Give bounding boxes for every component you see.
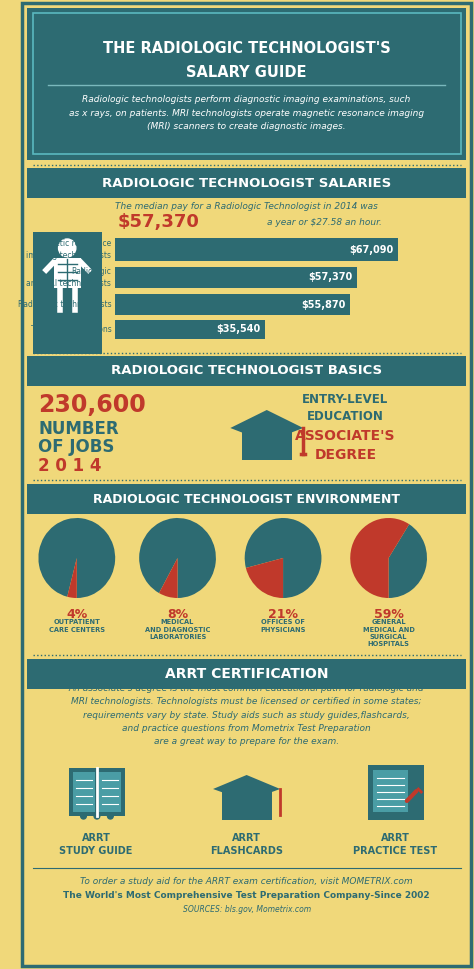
Wedge shape xyxy=(67,558,77,598)
FancyBboxPatch shape xyxy=(69,768,125,816)
FancyBboxPatch shape xyxy=(27,168,466,198)
FancyBboxPatch shape xyxy=(27,8,466,160)
Text: SALARY GUIDE: SALARY GUIDE xyxy=(186,65,307,79)
Circle shape xyxy=(81,813,86,819)
Text: 2 0 1 4: 2 0 1 4 xyxy=(38,457,102,475)
Text: RADIOLOGIC TECHNOLOGIST ENVIRONMENT: RADIOLOGIC TECHNOLOGIST ENVIRONMENT xyxy=(93,492,400,506)
Polygon shape xyxy=(213,775,280,801)
Wedge shape xyxy=(246,558,283,598)
Text: 4%: 4% xyxy=(66,608,87,621)
Text: MEDICAL
AND DIAGNOSTIC
LABORATORIES: MEDICAL AND DIAGNOSTIC LABORATORIES xyxy=(145,619,210,640)
Text: ARRT CERTIFICATION: ARRT CERTIFICATION xyxy=(165,667,328,681)
Text: ARRT
FLASHCARDS: ARRT FLASHCARDS xyxy=(210,833,283,857)
Circle shape xyxy=(59,239,76,257)
Text: NUMBER: NUMBER xyxy=(38,420,119,438)
Text: DEGREE: DEGREE xyxy=(314,448,376,462)
Text: $55,870: $55,870 xyxy=(301,299,346,309)
Text: OFFICES OF
PHYSICIANS: OFFICES OF PHYSICIANS xyxy=(260,619,306,633)
Wedge shape xyxy=(38,518,115,598)
Text: 21%: 21% xyxy=(268,608,298,621)
FancyBboxPatch shape xyxy=(27,484,466,514)
Text: An associate's degree is the most common educational path for radiologic and
MRI: An associate's degree is the most common… xyxy=(69,684,424,746)
Text: 230,600: 230,600 xyxy=(38,393,146,417)
Circle shape xyxy=(108,813,113,819)
Text: The median pay for a Radiologic Technologist in 2014 was: The median pay for a Radiologic Technolo… xyxy=(115,202,378,210)
FancyBboxPatch shape xyxy=(115,294,350,315)
Text: ASSOCIATE'S: ASSOCIATE'S xyxy=(295,429,396,443)
Text: RADIOLOGIC TECHNOLOGIST BASICS: RADIOLOGIC TECHNOLOGIST BASICS xyxy=(111,364,382,378)
Text: OUTPATIENT
CARE CENTERS: OUTPATIENT CARE CENTERS xyxy=(49,619,105,633)
Circle shape xyxy=(94,813,100,819)
FancyBboxPatch shape xyxy=(242,430,292,460)
Text: SOURCES: bls.gov, Mometrix.com: SOURCES: bls.gov, Mometrix.com xyxy=(182,905,310,915)
FancyBboxPatch shape xyxy=(99,772,121,812)
Text: GENERAL
MEDICAL AND
SURGICAL
HOSPITALS: GENERAL MEDICAL AND SURGICAL HOSPITALS xyxy=(363,619,415,647)
Text: To order a study aid for the ARRT exam certification, visit MOMETRIX.com: To order a study aid for the ARRT exam c… xyxy=(80,878,413,887)
FancyBboxPatch shape xyxy=(27,356,466,386)
Text: RADIOLOGIC TECHNOLOGIST SALARIES: RADIOLOGIC TECHNOLOGIST SALARIES xyxy=(102,176,391,190)
Text: Radiologic technologists: Radiologic technologists xyxy=(18,300,111,309)
Text: $35,540: $35,540 xyxy=(216,325,260,334)
Wedge shape xyxy=(350,518,409,598)
FancyBboxPatch shape xyxy=(54,258,81,288)
FancyBboxPatch shape xyxy=(33,232,102,354)
Text: $67,090: $67,090 xyxy=(349,244,393,255)
Text: Magnetic resonance
imaging technologists: Magnetic resonance imaging technologists xyxy=(27,239,111,260)
FancyBboxPatch shape xyxy=(115,238,398,261)
Polygon shape xyxy=(230,410,303,442)
FancyBboxPatch shape xyxy=(73,772,95,812)
Text: The World's Most Comprehensive Test Preparation Company-Since 2002: The World's Most Comprehensive Test Prep… xyxy=(64,891,430,900)
Wedge shape xyxy=(139,518,216,598)
FancyBboxPatch shape xyxy=(115,320,265,339)
Text: OF JOBS: OF JOBS xyxy=(38,438,115,456)
Text: 59%: 59% xyxy=(374,608,403,621)
Text: ENTRY-LEVEL: ENTRY-LEVEL xyxy=(302,393,389,406)
Text: EDUCATION: EDUCATION xyxy=(307,410,384,423)
Text: a year or $27.58 an hour.: a year or $27.58 an hour. xyxy=(267,217,382,227)
FancyBboxPatch shape xyxy=(373,770,408,812)
FancyBboxPatch shape xyxy=(368,765,424,820)
FancyBboxPatch shape xyxy=(27,659,466,689)
Text: $57,370: $57,370 xyxy=(308,272,352,283)
FancyBboxPatch shape xyxy=(22,3,471,966)
FancyBboxPatch shape xyxy=(115,267,357,288)
Wedge shape xyxy=(245,518,321,598)
Text: Radiologic
and MRI technologists: Radiologic and MRI technologists xyxy=(27,267,111,288)
Wedge shape xyxy=(159,558,178,598)
Text: ARRT
STUDY GUIDE: ARRT STUDY GUIDE xyxy=(59,833,133,857)
Wedge shape xyxy=(389,524,427,598)
Text: Radiologic technologists perform diagnostic imaging examinations, such
as x rays: Radiologic technologists perform diagnos… xyxy=(69,95,424,131)
Text: 8%: 8% xyxy=(167,608,188,621)
Text: THE RADIOLOGIC TECHNOLOGIST'S: THE RADIOLOGIC TECHNOLOGIST'S xyxy=(103,41,391,55)
Text: ARRT
PRACTICE TEST: ARRT PRACTICE TEST xyxy=(353,833,438,857)
Text: Total, all occupations: Total, all occupations xyxy=(31,325,111,334)
Text: $57,370: $57,370 xyxy=(118,213,199,231)
FancyBboxPatch shape xyxy=(222,790,272,820)
